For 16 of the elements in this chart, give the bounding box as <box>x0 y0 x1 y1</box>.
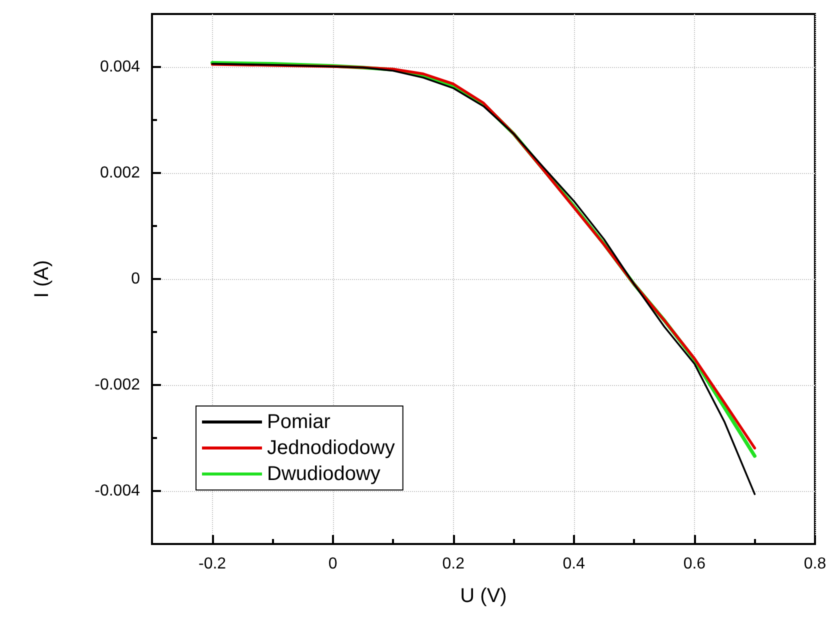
y-tick-label: 0.002 <box>100 164 140 182</box>
x-tick-label: 0.4 <box>562 556 586 572</box>
y-tick-label: -0.002 <box>94 376 140 394</box>
y-tick-label: -0.004 <box>94 482 140 500</box>
legend-label: Jednodiodowy <box>267 437 395 459</box>
legend-label: Pomiar <box>267 411 331 433</box>
x-tick-label: 0.6 <box>683 556 706 572</box>
x-tick-label: 0 <box>328 556 338 572</box>
y-tick-label: 0 <box>131 270 140 288</box>
x-tick-label: 0.8 <box>804 556 826 572</box>
x-axis-title: U (V) <box>460 585 507 607</box>
legend-label: Dwudiodowy <box>267 463 380 485</box>
y-tick-label: 0.004 <box>100 58 140 76</box>
x-tick-label: -0.2 <box>198 556 226 572</box>
x-tick-label: 0.2 <box>442 556 465 572</box>
y-axis-title: I (A) <box>31 260 53 298</box>
